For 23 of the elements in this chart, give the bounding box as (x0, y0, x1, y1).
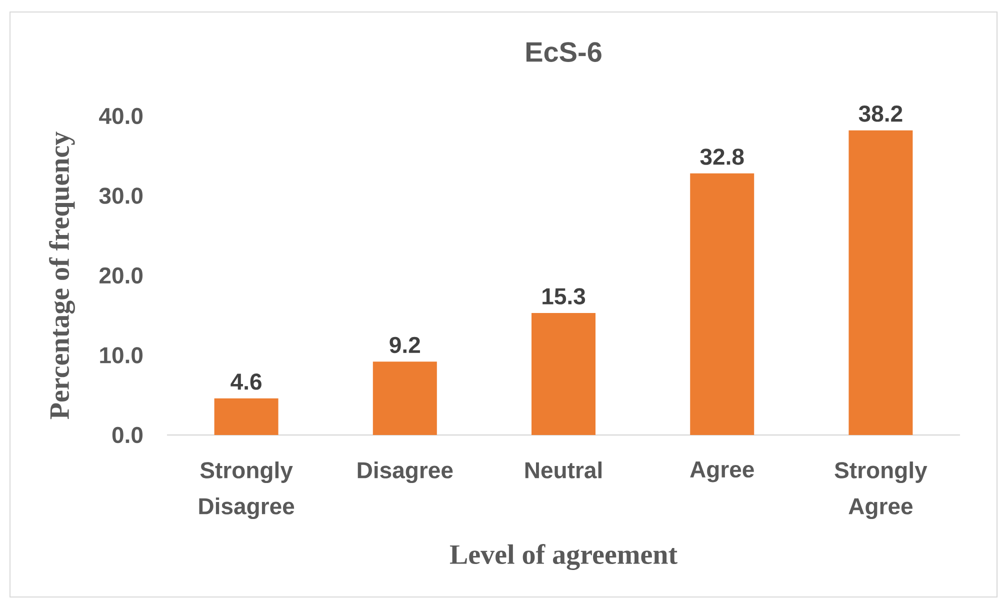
x-axis-title: Level of agreement (450, 544, 678, 570)
y-tick-label: 0.0 (112, 426, 143, 444)
x-tick-label: Neutral (525, 462, 602, 478)
bar (372, 362, 437, 435)
bar (214, 398, 278, 435)
y-tick-label: 40.0 (99, 108, 143, 124)
data-label: 4.6 (230, 374, 262, 390)
bar (848, 130, 913, 435)
bar (532, 312, 596, 435)
y-tick-label: 20.0 (100, 267, 143, 284)
data-label: 38.2 (858, 106, 902, 122)
data-label: 9.2 (390, 336, 420, 354)
data-label: 15.3 (542, 288, 586, 304)
bar (690, 173, 754, 435)
x-tick-label: Disagree (358, 462, 453, 484)
y-tick-label: 10.0 (100, 347, 143, 364)
x-tick-label: Strongly Agree (834, 462, 928, 520)
data-label: 32.8 (700, 148, 744, 165)
y-axis-title: Percentage of frequency (49, 132, 75, 420)
x-tick-label: Strongly Disagree (199, 462, 294, 520)
chart-title: EcS-6 (526, 42, 602, 62)
y-tick-label: 30.0 (99, 188, 143, 204)
x-tick-label: Agree (690, 462, 754, 482)
